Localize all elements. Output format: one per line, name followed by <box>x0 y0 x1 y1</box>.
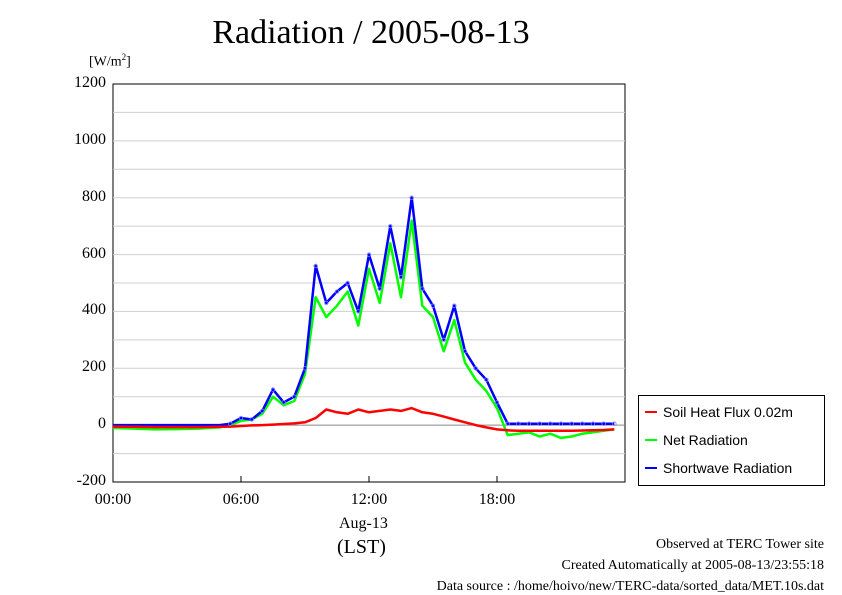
series-line-1 <box>112 219 615 440</box>
x-tick-label: 06:00 <box>222 491 260 508</box>
shortwave-point <box>484 377 489 382</box>
shortwave-point <box>270 387 276 392</box>
shortwave-point <box>366 252 372 257</box>
shortwave-point <box>324 300 329 306</box>
legend-item-shortwave: Shortwave Radiation <box>645 459 792 477</box>
y-tick-label: 400 <box>82 301 106 319</box>
shortwave-point <box>505 421 510 426</box>
shortwave-point <box>228 421 233 426</box>
legend-label-shortwave: Shortwave Radiation <box>663 460 793 476</box>
shortwave-point <box>569 421 574 426</box>
shortwave-point <box>398 275 404 280</box>
shortwave-point <box>548 421 553 426</box>
timezone-label: (LST) <box>337 536 386 558</box>
legend-label-net: Net Radiation <box>663 432 748 448</box>
shortwave-point <box>612 421 617 426</box>
series-line-2 <box>113 196 615 427</box>
shortwave-point <box>409 195 414 200</box>
y-tick-label: 800 <box>82 187 106 205</box>
y-unit-label: [W/m2] <box>89 52 131 70</box>
shortwave-point <box>377 286 382 291</box>
shortwave-point <box>313 263 318 269</box>
y-tick-label: 0 <box>98 415 106 433</box>
x-tick-label: 00:00 <box>94 491 132 508</box>
y-tick-label: -200 <box>76 472 106 489</box>
shortwave-point <box>494 400 500 405</box>
shortwave-point <box>462 349 468 354</box>
shortwave-point <box>238 415 244 421</box>
shortwave-point <box>441 337 446 343</box>
footer-created: Created Automatically at 2005-08-13/23:5… <box>561 558 824 573</box>
shortwave-point <box>260 408 265 414</box>
grid-lines <box>112 111 625 482</box>
chart-title: Radiation / 2005-08-13 <box>212 14 530 51</box>
y-tick-label: 200 <box>82 358 106 376</box>
shortwave-point <box>356 309 361 314</box>
x-tick-label: 12:00 <box>350 491 388 508</box>
shortwave-point <box>590 421 596 426</box>
shortwave-point <box>345 280 350 286</box>
legend-swatch-soil <box>645 411 657 413</box>
date-label: Aug-13 <box>339 515 388 532</box>
shortwave-point <box>526 421 532 426</box>
y-tick-label: 1200 <box>74 74 106 91</box>
legend-item-net: Net Radiation <box>645 431 748 449</box>
series-line-0 <box>112 406 615 433</box>
shortwave-point <box>249 417 254 422</box>
footer-observed: Observed at TERC Tower site <box>655 537 824 552</box>
shortwave-point <box>452 303 457 308</box>
legend: Soil Heat Flux 0.02m Net Radiation Short… <box>638 395 825 486</box>
footer-source: Data source : /home/hoivo/new/TERC-data/… <box>436 579 824 594</box>
shortwave-point <box>558 421 564 426</box>
shortwave-point <box>388 223 393 229</box>
legend-label-soil: Soil Heat Flux 0.02m <box>663 404 793 420</box>
y-tick-label: 600 <box>82 244 106 262</box>
legend-swatch-shortwave <box>645 467 657 469</box>
shortwave-point <box>537 421 542 426</box>
shortwave-point <box>473 366 478 371</box>
shortwave-point <box>292 394 297 399</box>
y-tick-label: 1000 <box>74 130 106 148</box>
series-group <box>112 195 617 440</box>
shortwave-point <box>580 421 585 426</box>
shortwave-point <box>601 421 606 426</box>
shortwave-point <box>302 366 308 371</box>
shortwave-point <box>281 400 286 405</box>
legend-item-soil: Soil Heat Flux 0.02m <box>645 403 793 421</box>
shortwave-point <box>430 303 436 308</box>
x-tick-label: 18:00 <box>478 491 516 508</box>
legend-swatch-net <box>645 439 657 441</box>
shortwave-point <box>334 289 340 294</box>
shortwave-point <box>516 421 521 426</box>
shortwave-point <box>420 286 425 291</box>
